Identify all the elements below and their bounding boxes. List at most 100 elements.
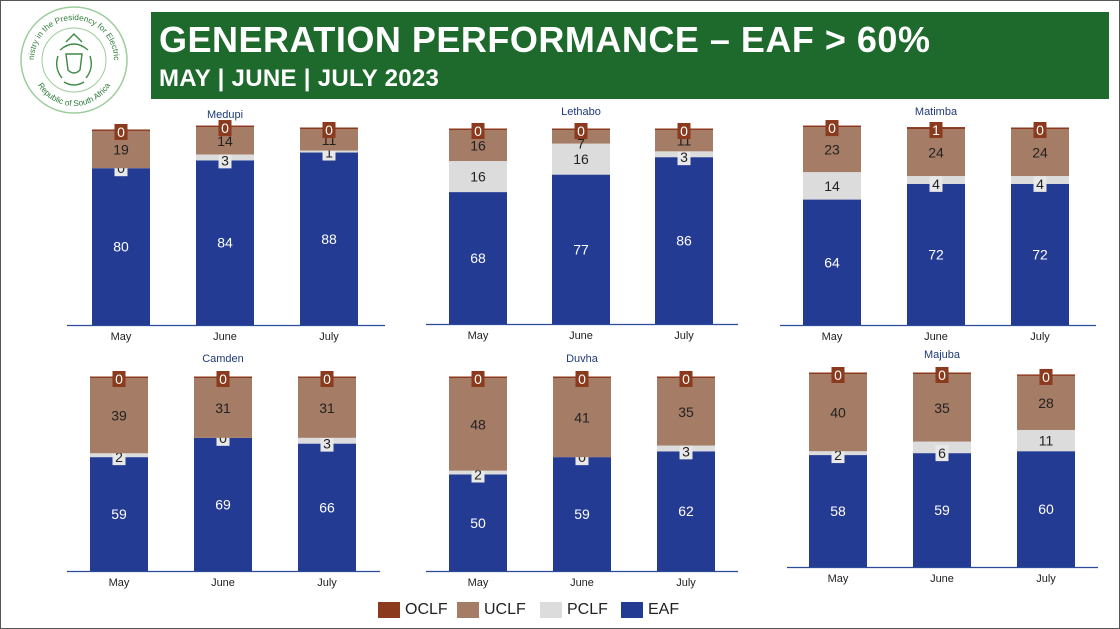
data-label-oclf-june: 0 [221, 120, 229, 136]
chart-title: Camden [202, 353, 244, 365]
data-label-uclf-may: 48 [470, 416, 486, 432]
bar-uclf-june [913, 374, 971, 442]
page-subtitle: MAY | JUNE | JULY 2023 [159, 65, 440, 92]
data-label-pclf-may: 16 [470, 169, 486, 185]
data-label-eaf-june: 59 [934, 502, 950, 518]
category-label-july: July [319, 331, 339, 343]
data-label-eaf-may: 68 [470, 250, 486, 266]
data-label-eaf-june: 72 [928, 246, 944, 262]
data-label-uclf-june: 14 [217, 133, 233, 149]
bar-eaf-june [552, 174, 610, 324]
data-label-eaf-june: 59 [574, 506, 590, 522]
bar-uclf-june [194, 378, 252, 438]
data-label-pclf-july: 1 [325, 145, 333, 161]
category-label-may: May [109, 577, 130, 589]
bar-pclf-june [552, 143, 610, 175]
data-label-oclf-july: 0 [1036, 122, 1044, 138]
data-label-oclf-july: 0 [325, 122, 333, 138]
data-label-oclf-may: 0 [834, 367, 842, 383]
label-box-oclf-july [1039, 368, 1053, 385]
data-label-eaf-june: 69 [215, 496, 231, 512]
data-label-pclf-may: 2 [115, 449, 123, 465]
label-box-pclf-july [320, 435, 334, 452]
bar-eaf-june [907, 183, 965, 325]
label-box-pclf-june [929, 175, 943, 192]
data-label-pclf-june: 6 [938, 445, 946, 461]
category-label-june: June [211, 577, 235, 589]
chart-title: Duvha [566, 353, 599, 365]
page-title: GENERATION PERFORMANCE – EAF > 60% [159, 19, 931, 60]
label-box-oclf-july [320, 371, 334, 387]
data-label-pclf-may: 2 [834, 447, 842, 463]
data-label-oclf-may: 0 [474, 123, 482, 139]
bar-eaf-june [196, 160, 254, 325]
category-label-may: May [468, 330, 489, 342]
bar-eaf-july [298, 443, 356, 571]
bar-uclf-july [298, 378, 356, 438]
data-label-eaf-july: 86 [676, 233, 692, 249]
category-label-july: July [1036, 573, 1056, 585]
data-label-eaf-july: 66 [319, 499, 335, 515]
ministry-seal-logo: Ministry in the Presidency for Electrici… [14, 4, 128, 114]
label-box-oclf-may [112, 371, 126, 387]
data-label-eaf-may: 80 [113, 239, 129, 255]
bar-uclf-may [809, 374, 867, 452]
data-label-eaf-june: 84 [217, 235, 233, 251]
data-label-oclf-july: 0 [323, 371, 331, 387]
label-box-oclf-june [575, 371, 589, 387]
chart-title: Majuba [924, 349, 961, 361]
data-label-oclf-july: 0 [1042, 369, 1050, 385]
bar-uclf-may [90, 378, 148, 454]
data-label-oclf-june: 1 [932, 122, 940, 138]
category-label-june: June [930, 573, 954, 585]
bar-eaf-june [553, 457, 611, 571]
data-label-pclf-july: 3 [682, 443, 690, 459]
data-label-eaf-june: 77 [573, 241, 589, 257]
data-label-oclf-june: 0 [219, 371, 227, 387]
data-label-oclf-may: 0 [474, 371, 482, 387]
label-box-oclf-may [825, 120, 839, 137]
data-label-uclf-july: 31 [319, 400, 335, 416]
data-label-uclf-may: 40 [830, 405, 846, 421]
bar-uclf-july [1017, 375, 1075, 430]
chart-legend: OCLF UCLF PCLF EAF [0, 596, 1120, 624]
label-box-oclf-may [471, 371, 485, 387]
bar-eaf-july [1017, 451, 1075, 567]
data-label-uclf-june: 41 [574, 410, 590, 426]
data-label-eaf-july: 72 [1032, 246, 1048, 262]
data-label-oclf-may: 0 [115, 371, 123, 387]
data-label-uclf-july: 24 [1032, 145, 1048, 161]
category-label-july: July [674, 330, 694, 342]
data-label-oclf-july: 0 [680, 123, 688, 139]
data-label-oclf-june: 0 [938, 367, 946, 383]
data-label-pclf-july: 3 [680, 149, 688, 165]
bar-uclf-july [300, 129, 358, 151]
legend-swatch-pclf [540, 602, 562, 618]
data-label-uclf-july: 28 [1038, 395, 1054, 411]
label-box-oclf-july [679, 371, 693, 387]
chart-duvha: Duvha502480May590410June623350July [426, 353, 738, 589]
label-box-oclf-may [471, 123, 485, 139]
data-label-uclf-july: 35 [678, 404, 694, 420]
data-label-eaf-july: 62 [678, 503, 694, 519]
label-box-oclf-june [935, 367, 949, 383]
legend-label-oclf: OCLF [405, 601, 448, 618]
bar-pclf-july [1017, 429, 1075, 452]
data-label-uclf-may: 19 [113, 142, 129, 158]
label-box-pclf-july [677, 149, 691, 166]
data-label-pclf-may: 2 [474, 467, 482, 483]
bar-eaf-july [657, 451, 715, 571]
chart-matimba: Matimba 64 14 23 0 May 72 4 24 1 June 72 4 24 0 July [780, 106, 1096, 343]
label-box-oclf-june [574, 123, 588, 139]
data-label-eaf-july: 60 [1038, 501, 1054, 517]
data-label-uclf-may: 16 [470, 138, 486, 154]
data-label-uclf-may: 39 [111, 408, 127, 424]
data-label-pclf-june: 3 [221, 152, 229, 168]
data-label-uclf-june: 24 [928, 145, 944, 161]
bar-pclf-may [803, 172, 861, 200]
label-box-oclf-july [1033, 122, 1047, 138]
bar-uclf-july [655, 130, 713, 152]
category-label-july: July [676, 577, 696, 589]
data-label-eaf-may: 50 [470, 515, 486, 531]
legend-swatch-oclf [378, 602, 400, 618]
